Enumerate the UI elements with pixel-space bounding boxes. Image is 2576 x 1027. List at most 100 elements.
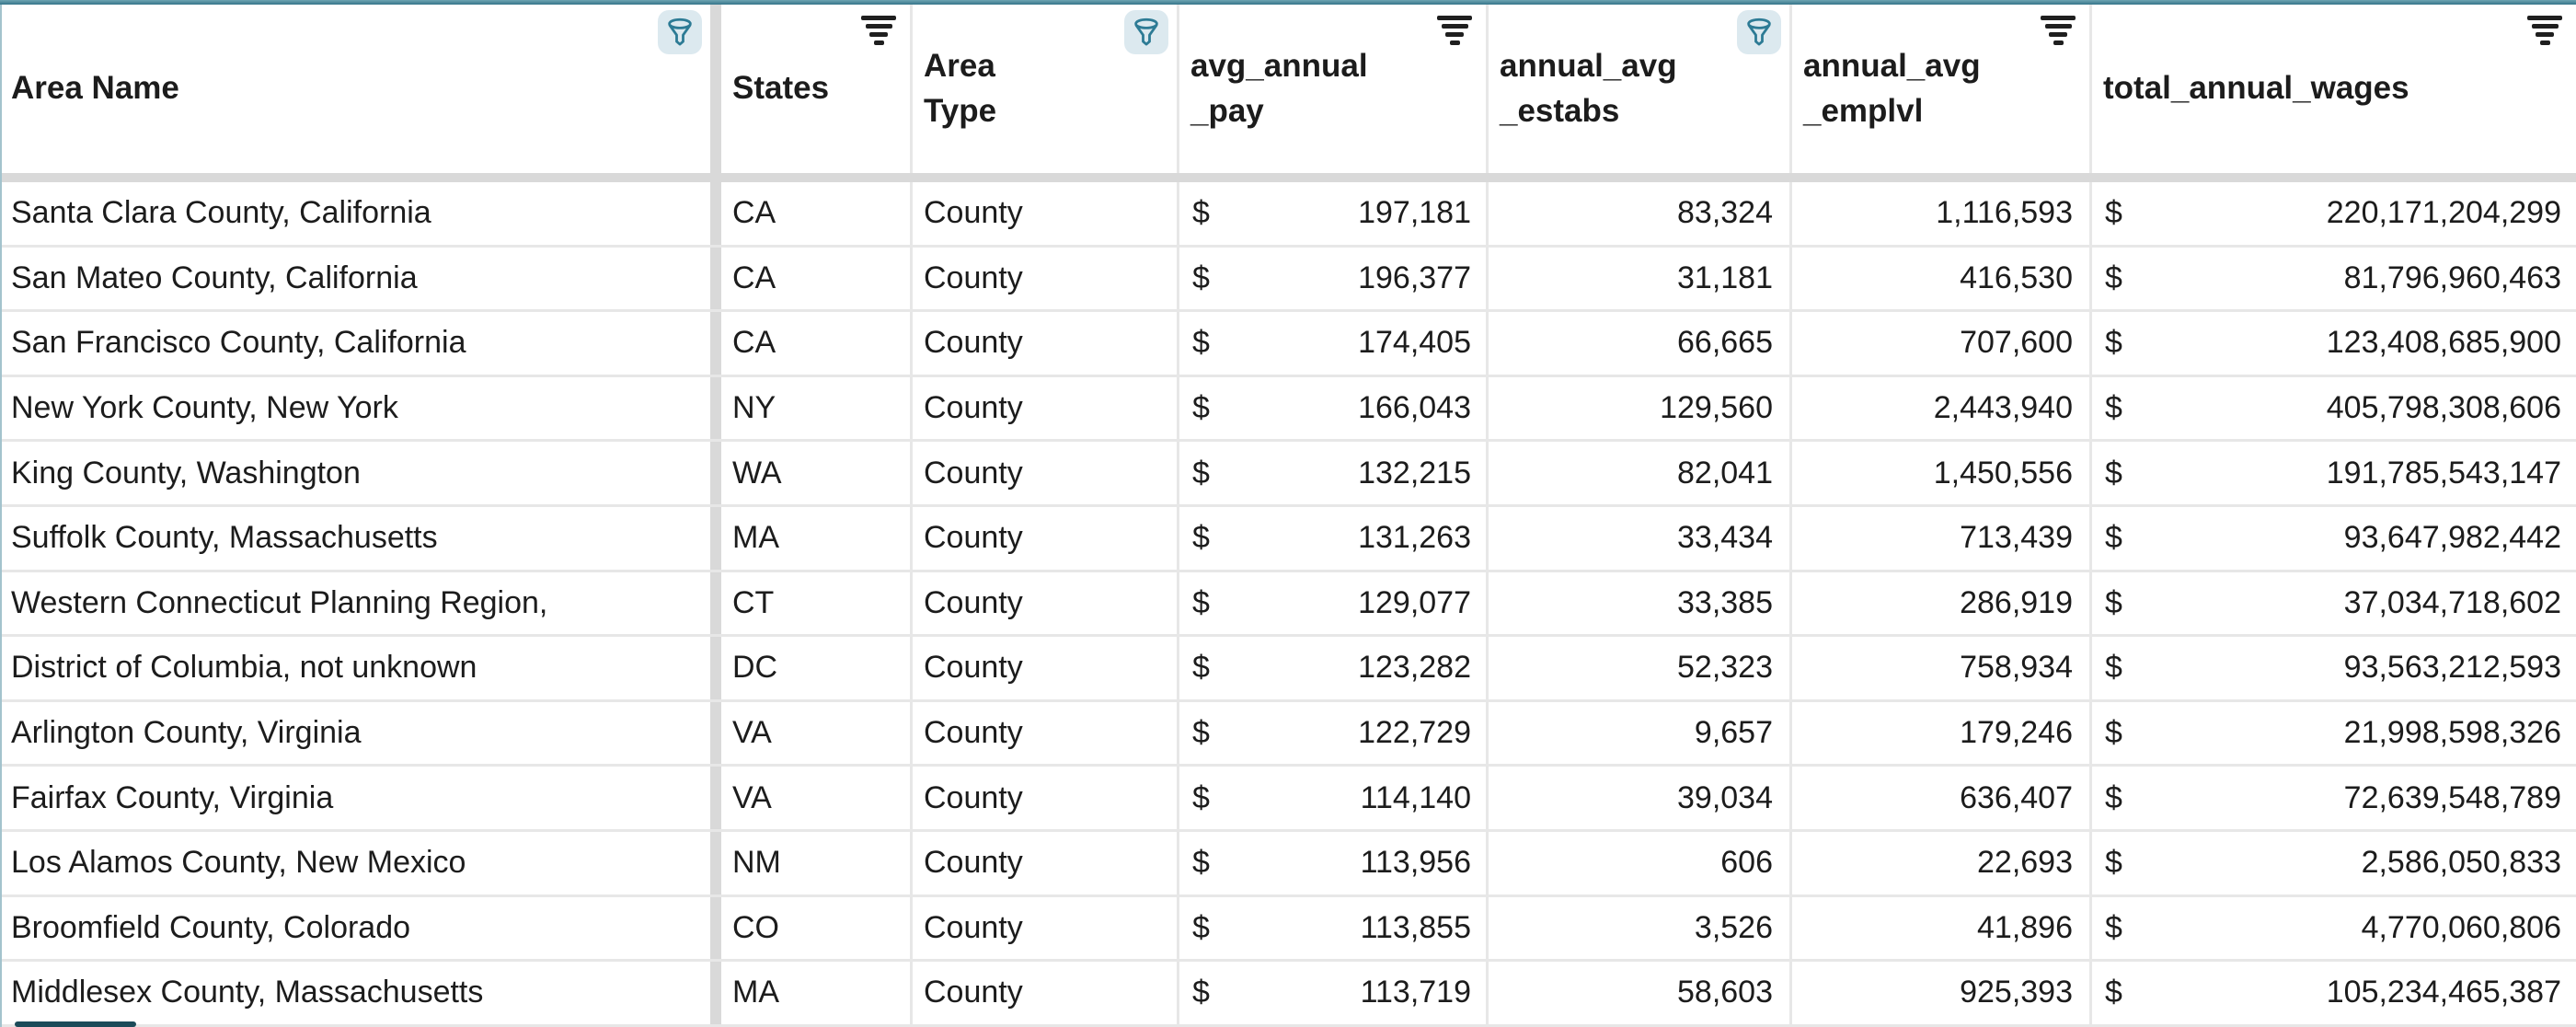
cell-area-type[interactable]: County: [913, 701, 1179, 765]
cell-annual-avg-emplvl[interactable]: 41,896: [1792, 896, 2092, 960]
cell-total-annual-wages[interactable]: $93,647,982,442: [2105, 520, 2561, 556]
cell-annual-avg-estabs[interactable]: 39,034: [1489, 767, 1792, 829]
funnel-filter-icon[interactable]: [1737, 10, 1781, 54]
cell-total-annual-wages[interactable]: $4,770,060,806: [2105, 909, 2561, 945]
cell-area-type[interactable]: County: [913, 767, 1179, 829]
cell-area-name[interactable]: District of Columbia, not unknown: [0, 637, 721, 699]
cell-annual-avg-emplvl[interactable]: 707,600: [1792, 312, 2092, 375]
cell-annual-avg-emplvl[interactable]: 179,246: [1792, 701, 2092, 765]
cell-avg-annual-pay[interactable]: $196,377: [1179, 247, 1489, 310]
cell-annual-avg-estabs[interactable]: 58,603: [1489, 962, 1792, 1024]
cell-annual-avg-emplvl[interactable]: 2,443,940: [1792, 376, 2092, 440]
cell-avg-annual-pay[interactable]: $113,956: [1179, 831, 1489, 894]
cell-state[interactable]: VA: [721, 701, 913, 765]
cell-avg-annual-pay[interactable]: $166,043: [1179, 376, 1489, 440]
cell-area-name[interactable]: King County, Washington: [0, 442, 721, 504]
cell-area-type[interactable]: County: [913, 896, 1179, 960]
cell-annual-avg-emplvl[interactable]: 1,116,593: [1792, 182, 2092, 245]
filter-lines-icon[interactable]: [860, 16, 897, 49]
cell-annual-avg-emplvl[interactable]: 636,407: [1792, 767, 2092, 829]
cell-area-name[interactable]: San Mateo County, California: [0, 247, 721, 310]
cell-total-annual-wages[interactable]: $72,639,548,789: [2105, 779, 2561, 815]
column-header-avg-annual-pay[interactable]: avg_annual _pay: [1179, 5, 1489, 173]
cell-total-annual-wages[interactable]: $93,563,212,593: [2105, 650, 2561, 686]
cell-area-type[interactable]: County: [913, 182, 1179, 245]
cell-area-name[interactable]: Middlesex County, Massachusetts: [0, 962, 721, 1024]
column-header-states[interactable]: States: [721, 5, 913, 173]
horizontal-scrollbar-thumb[interactable]: [15, 1021, 136, 1027]
cell-avg-annual-pay[interactable]: $132,215: [1179, 442, 1489, 504]
cell-state[interactable]: CO: [721, 896, 913, 960]
cell-area-name[interactable]: Santa Clara County, California: [0, 182, 721, 245]
cell-annual-avg-emplvl[interactable]: 1,450,556: [1792, 442, 2092, 504]
column-header-total-annual-wages[interactable]: total_annual_wages: [2092, 5, 2576, 173]
cell-state[interactable]: CA: [721, 247, 913, 310]
cell-annual-avg-estabs[interactable]: 9,657: [1489, 701, 1792, 765]
cell-annual-avg-emplvl[interactable]: 286,919: [1792, 571, 2092, 635]
column-header-annual-avg-estabs[interactable]: annual_avg _estabs: [1489, 5, 1792, 173]
cell-annual-avg-estabs[interactable]: 33,434: [1489, 506, 1792, 570]
cell-total-annual-wages[interactable]: $2,586,050,833: [2105, 845, 2561, 881]
cell-annual-avg-estabs[interactable]: 31,181: [1489, 247, 1792, 310]
cell-total-annual-wages[interactable]: $191,785,543,147: [2105, 455, 2561, 490]
cell-state[interactable]: DC: [721, 637, 913, 699]
cell-annual-avg-estabs[interactable]: 66,665: [1489, 312, 1792, 375]
funnel-filter-icon[interactable]: [658, 10, 702, 54]
cell-state[interactable]: CA: [721, 182, 913, 245]
column-header-area-name[interactable]: Area Name: [0, 5, 721, 173]
cell-area-type[interactable]: County: [913, 571, 1179, 635]
cell-total-annual-wages[interactable]: $123,408,685,900: [2105, 325, 2561, 361]
cell-annual-avg-estabs[interactable]: 52,323: [1489, 637, 1792, 699]
cell-area-name[interactable]: Western Connecticut Planning Region,: [0, 571, 721, 635]
cell-avg-annual-pay[interactable]: $113,719: [1179, 962, 1489, 1024]
cell-area-type[interactable]: County: [913, 506, 1179, 570]
cell-avg-annual-pay[interactable]: $122,729: [1179, 701, 1489, 765]
cell-area-name[interactable]: Arlington County, Virginia: [0, 701, 721, 765]
filter-lines-icon[interactable]: [1436, 16, 1473, 49]
cell-area-name[interactable]: Los Alamos County, New Mexico: [0, 831, 721, 894]
cell-state[interactable]: NM: [721, 831, 913, 894]
cell-state[interactable]: CT: [721, 571, 913, 635]
cell-avg-annual-pay[interactable]: $123,282: [1179, 637, 1489, 699]
cell-total-annual-wages[interactable]: $220,171,204,299: [2105, 195, 2561, 231]
cell-annual-avg-estabs[interactable]: 129,560: [1489, 376, 1792, 440]
cell-annual-avg-estabs[interactable]: 82,041: [1489, 442, 1792, 504]
cell-area-name[interactable]: Fairfax County, Virginia: [0, 767, 721, 829]
cell-total-annual-wages[interactable]: $37,034,718,602: [2105, 584, 2561, 620]
cell-area-type[interactable]: County: [913, 247, 1179, 310]
cell-avg-annual-pay[interactable]: $174,405: [1179, 312, 1489, 375]
cell-annual-avg-estabs[interactable]: 83,324: [1489, 182, 1792, 245]
cell-area-type[interactable]: County: [913, 442, 1179, 504]
cell-annual-avg-estabs[interactable]: 33,385: [1489, 571, 1792, 635]
cell-state[interactable]: WA: [721, 442, 913, 504]
cell-annual-avg-estabs[interactable]: 606: [1489, 831, 1792, 894]
cell-total-annual-wages[interactable]: $21,998,598,326: [2105, 715, 2561, 751]
cell-area-type[interactable]: County: [913, 962, 1179, 1024]
filter-lines-icon[interactable]: [2526, 16, 2563, 49]
cell-area-name[interactable]: Suffolk County, Massachusetts: [0, 506, 721, 570]
cell-total-annual-wages[interactable]: $81,796,960,463: [2105, 260, 2561, 295]
cell-annual-avg-emplvl[interactable]: 758,934: [1792, 637, 2092, 699]
cell-total-annual-wages[interactable]: $105,234,465,387: [2105, 975, 2561, 1010]
cell-state[interactable]: MA: [721, 962, 913, 1024]
cell-area-name[interactable]: San Francisco County, California: [0, 312, 721, 375]
cell-area-type[interactable]: County: [913, 637, 1179, 699]
column-header-annual-avg-emplvl[interactable]: annual_avg _emplvl: [1792, 5, 2092, 173]
cell-annual-avg-emplvl[interactable]: 22,693: [1792, 831, 2092, 894]
cell-area-name[interactable]: New York County, New York: [0, 376, 721, 440]
cell-area-name[interactable]: Broomfield County, Colorado: [0, 896, 721, 960]
cell-annual-avg-emplvl[interactable]: 713,439: [1792, 506, 2092, 570]
cell-state[interactable]: VA: [721, 767, 913, 829]
cell-area-type[interactable]: County: [913, 312, 1179, 375]
cell-state[interactable]: MA: [721, 506, 913, 570]
cell-avg-annual-pay[interactable]: $131,263: [1179, 506, 1489, 570]
cell-total-annual-wages[interactable]: $405,798,308,606: [2105, 390, 2561, 426]
cell-avg-annual-pay[interactable]: $114,140: [1179, 767, 1489, 829]
cell-area-type[interactable]: County: [913, 831, 1179, 894]
cell-annual-avg-estabs[interactable]: 3,526: [1489, 896, 1792, 960]
funnel-filter-icon[interactable]: [1124, 10, 1168, 54]
cell-avg-annual-pay[interactable]: $113,855: [1179, 896, 1489, 960]
column-header-area-type[interactable]: Area Type: [913, 5, 1179, 173]
cell-annual-avg-emplvl[interactable]: 416,530: [1792, 247, 2092, 310]
cell-state[interactable]: CA: [721, 312, 913, 375]
